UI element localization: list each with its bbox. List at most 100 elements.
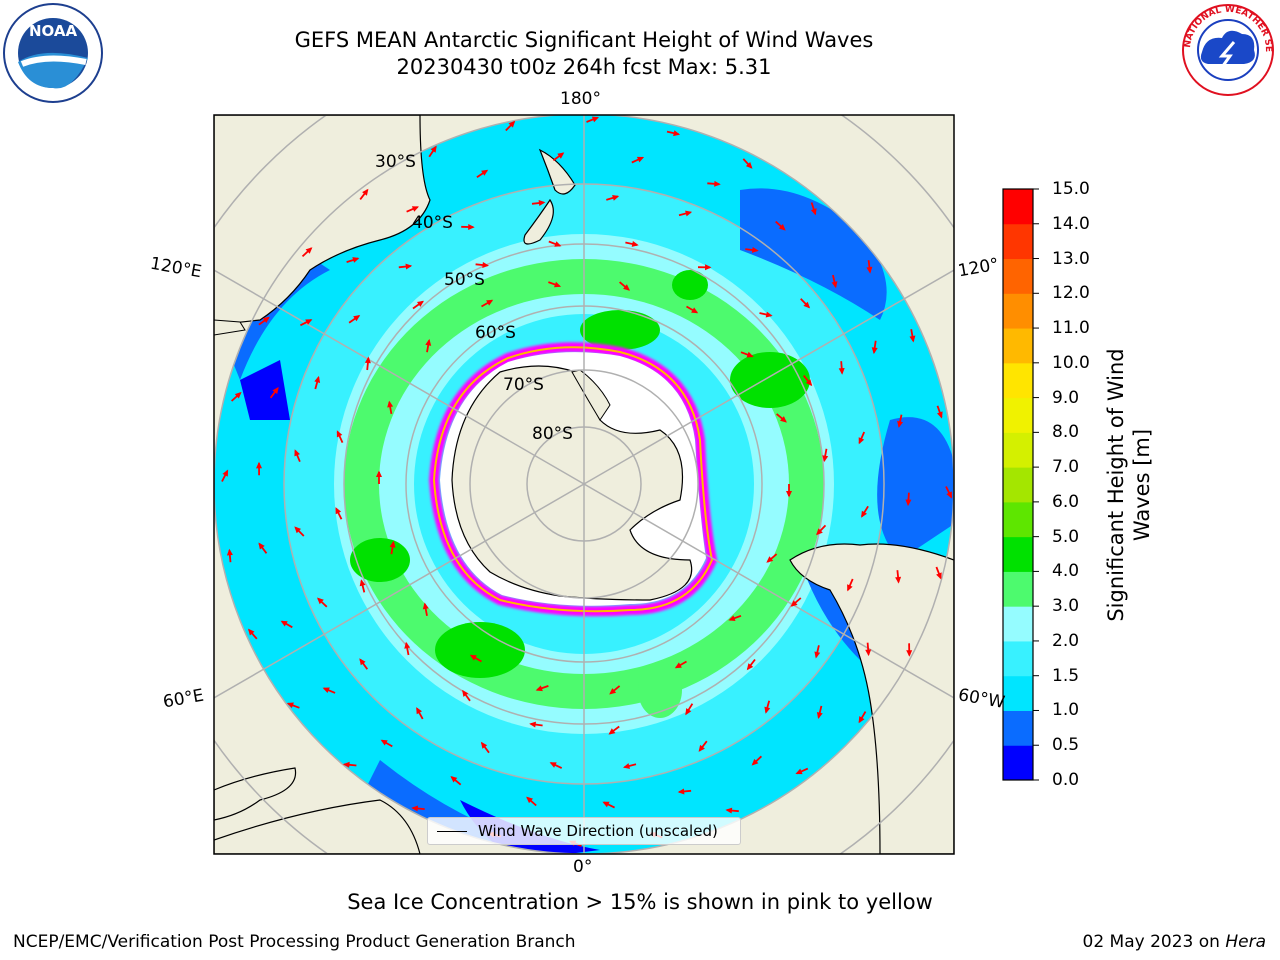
wave-direction-arrowhead — [417, 300, 424, 307]
wave-direction-arrowhead — [677, 788, 685, 795]
wave-direction-arrowhead — [411, 805, 418, 812]
wave-direction-arrowhead — [411, 206, 419, 212]
footer-credit: NCEP/EMC/Verification Post Processing Pr… — [13, 932, 576, 952]
wave-direction-arrowhead — [609, 688, 617, 695]
wave-direction-arrowhead — [631, 241, 639, 247]
wave-direction-arrowhead — [858, 437, 865, 445]
wave-direction-arrowhead — [362, 188, 369, 196]
colorbar-frame — [1002, 188, 1034, 781]
wave-direction-arrowhead — [937, 411, 943, 419]
footer-date: 02 May 2023 on Hera — [1083, 932, 1267, 952]
wave-direction-arrowhead — [416, 707, 422, 715]
colorbar-tick-label: 13.0 — [1052, 248, 1090, 269]
australia — [214, 115, 431, 326]
wave-direction-arrowhead — [746, 351, 754, 358]
wave-direction-arrowhead — [262, 316, 270, 323]
wave-direction-arrowhead — [866, 266, 873, 274]
wave-direction-arrowhead — [222, 469, 229, 477]
wave-direction-arrowhead — [389, 540, 396, 548]
wave-direction-arrowhead — [858, 716, 865, 724]
wave-direction-arrowhead — [380, 739, 388, 746]
wave-direction-arrowhead — [906, 650, 913, 657]
wave-direction-arrowhead — [364, 356, 371, 364]
wave-direction-arrowhead — [317, 597, 324, 605]
colorbar-swatch — [1003, 745, 1033, 781]
colorbar-tick-label: 9.0 — [1052, 387, 1080, 408]
colorbar-swatch — [1003, 640, 1033, 677]
wave-direction-arrowhead — [422, 602, 429, 610]
wave-direction-arrowhead — [674, 662, 682, 669]
wave-direction-arrowhead — [766, 556, 774, 563]
wave-direction-arrowhead — [816, 712, 823, 719]
colorbar-tick-label: 0.5 — [1052, 735, 1080, 756]
colorbar-swatch — [1003, 328, 1033, 364]
wave-direction-arrowhead — [352, 257, 360, 263]
footer-host: Hera — [1225, 932, 1266, 952]
colorbar-swatch — [1003, 362, 1033, 399]
footer-date-text: 02 May 2023 on — [1082, 932, 1226, 952]
colorbar-tick-label: 1.0 — [1052, 700, 1080, 721]
wave-direction-arrowhead — [751, 758, 759, 766]
wave-direction-arrowhead — [557, 152, 565, 159]
wave-direction-arrowhead — [698, 744, 705, 752]
wave-direction-arrowhead — [482, 262, 489, 268]
wave-direction-arrowhead — [591, 116, 599, 123]
wave-direction-arrowhead — [810, 208, 817, 216]
wave-direction-arrowhead — [905, 499, 912, 507]
colorbar-swatch — [1003, 675, 1033, 711]
wave-direction-arrowhead — [405, 263, 413, 270]
new-zealand — [523, 148, 576, 245]
wave-direction-arrowhead — [486, 299, 494, 306]
wave-direction-arrowhead — [612, 195, 620, 201]
wave-direction-arrowhead — [895, 576, 902, 584]
map-frame — [213, 114, 955, 855]
wave-direction-arrowhead — [714, 180, 721, 187]
wave-direction-arrowhead — [816, 528, 823, 536]
lat-label-30s: 30°S — [375, 152, 416, 172]
wave-direction-arrowhead — [780, 416, 787, 423]
wave-direction-arrowhead — [508, 120, 516, 128]
wave-direction-arrowhead — [430, 145, 437, 153]
wave-direction-arrowhead — [765, 311, 773, 318]
south-america — [789, 543, 954, 854]
lon-label-0: 0° — [573, 857, 593, 877]
wave-direction-arrowhead — [608, 728, 616, 735]
wave-direction-arrowhead — [946, 491, 952, 499]
sea-ice-note: Sea Ice Concentration > 15% is shown in … — [347, 890, 933, 914]
wave-direction-arrowhead — [725, 807, 733, 814]
wave-direction-arrowhead — [728, 615, 736, 621]
lat-label-50s: 50°S — [444, 270, 485, 290]
wave-direction-arrowhead — [673, 130, 681, 137]
wave-direction-arrowhead — [897, 420, 903, 428]
colorbar-swatch — [1003, 710, 1033, 746]
wave-direction-arrowhead — [286, 702, 294, 709]
wave-direction-arrowhead — [322, 687, 330, 693]
wave-direction-arrowhead — [764, 706, 771, 714]
wave-direction-arrowhead — [387, 400, 394, 408]
wave-direction-arrowhead — [280, 620, 288, 627]
wave-direction-arrowhead — [805, 379, 813, 387]
map-legend: Wind Wave Direction (unscaled) — [427, 817, 741, 845]
wave-direction-arrowhead — [376, 470, 382, 477]
wave-direction-arrowhead — [623, 284, 630, 291]
wave-direction-arrowhead — [462, 689, 469, 697]
wave-direction-arrowhead — [535, 685, 543, 692]
lat-label-80s: 80°S — [532, 424, 573, 444]
colorbar-tick-label: 5.0 — [1052, 526, 1080, 547]
wave-direction-arrowhead — [691, 307, 699, 314]
wave-direction-arrowhead — [745, 162, 753, 169]
legend-label: Wind Wave Direction (unscaled) — [478, 822, 718, 840]
wave-direction-arrowhead — [234, 391, 242, 399]
lat-label-40s: 40°S — [412, 213, 453, 233]
nws-logo: NATIONAL WEATHER SERVICE — [1176, 2, 1274, 96]
wave-direction-arrowhead — [549, 762, 557, 768]
lat-label-70s: 70°S — [503, 375, 544, 395]
wave-direction-arrowhead — [751, 247, 759, 253]
wave-direction-arrowhead — [353, 315, 361, 322]
wave-direction-arrowhead — [526, 796, 533, 804]
colorbar-swatch — [1003, 223, 1033, 260]
colorbar-tick-label: 3.0 — [1052, 596, 1080, 617]
wave-direction-arrowhead — [865, 649, 872, 657]
colorbar-swatch — [1003, 258, 1033, 294]
